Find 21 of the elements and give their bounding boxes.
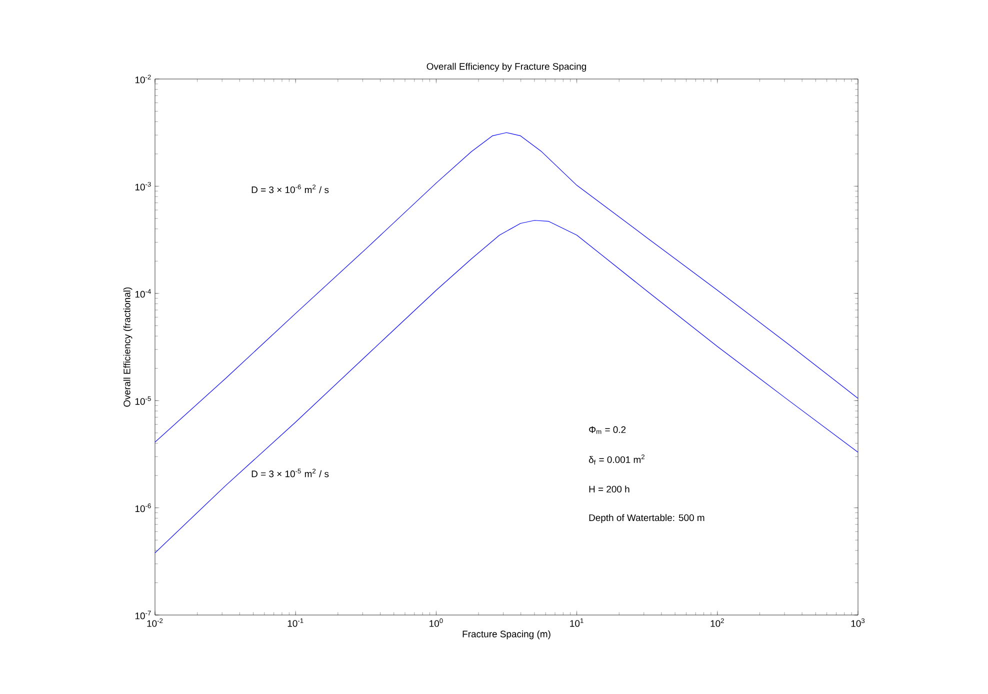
annotation: D = 3 × 10$^{-5}$ m$^{2}$ / s — [252, 468, 329, 478]
annotation: H = 200 h — [589, 486, 630, 493]
annotation: Depth of Watertable: 500 m — [589, 514, 704, 523]
y-axis-title: Overall Efficiency (fractional) — [123, 287, 132, 407]
x-tick-label: 10$^{-1}$ — [288, 618, 304, 627]
y-tick-label: 10$^{-4}$ — [135, 289, 151, 298]
y-tick-label: 10$^{-6}$ — [135, 504, 151, 512]
x-axis-title: Fracture Spacing (m) — [462, 630, 550, 640]
annotation: δ$_{f}$ = 0.001 m$^{2}$ — [588, 454, 644, 465]
x-tick-label: 10$^{2}$ — [710, 618, 724, 627]
x-tick-label: 10$^{-2}$ — [147, 618, 163, 627]
annotation: D = 3 × 10$^{-6}$ m$^{2}$ / s — [252, 184, 329, 194]
annotation: Φ$_{m}$ = 0.2 — [589, 426, 626, 434]
x-tick-label: 10$^{0}$ — [430, 618, 443, 627]
y-tick-label: 10$^{-5}$ — [135, 396, 151, 405]
y-tick-label: 10$^{-3}$ — [135, 182, 151, 190]
chart-title: Overall Efficiency by Fracture Spacing — [426, 62, 586, 72]
x-tick-label: 10$^{3}$ — [851, 618, 865, 627]
y-tick-label: 10$^{-7}$ — [135, 610, 151, 620]
y-tick-label: 10$^{-2}$ — [135, 74, 151, 84]
x-tick-label: 10$^{1}$ — [570, 618, 584, 627]
